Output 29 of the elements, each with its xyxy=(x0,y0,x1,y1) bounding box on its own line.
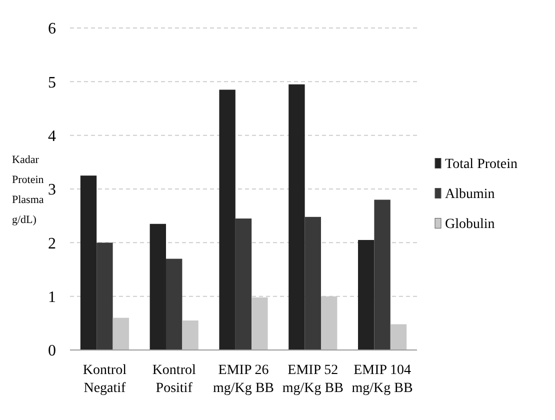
legend-label: Globulin xyxy=(445,217,495,232)
bar xyxy=(304,216,321,350)
legend-label: Albumin xyxy=(445,187,495,202)
y-tick-label: 1 xyxy=(48,288,56,306)
bar xyxy=(96,242,113,350)
y-axis-title: Kadar Protein Plasma g/dL) xyxy=(12,154,44,226)
bar xyxy=(150,224,166,350)
x-tick-label: EMIP 26 mg/Kg BB xyxy=(212,363,274,396)
x-tick-label: EMIP 52 mg/Kg BB xyxy=(282,363,344,396)
bar xyxy=(182,320,198,350)
bar xyxy=(390,324,407,350)
bar xyxy=(358,240,374,350)
y-tick-label: 5 xyxy=(48,74,56,92)
x-tick-label: Kontrol Positif xyxy=(152,363,196,396)
bar xyxy=(80,176,97,350)
x-tick-label: EMIP 104 mg/Kg BB xyxy=(352,363,413,396)
bar xyxy=(219,90,236,350)
y-tick-label: 6 xyxy=(48,20,56,38)
y-tick-label: 4 xyxy=(48,128,56,145)
bar xyxy=(235,218,252,350)
bar xyxy=(288,84,305,350)
y-tick-label: 2 xyxy=(48,235,56,252)
bar xyxy=(374,200,390,350)
bar xyxy=(166,258,182,350)
x-tick-label: Kontrol Negatif xyxy=(82,363,127,396)
y-tick-label: 0 xyxy=(48,342,56,360)
legend-label: Total Protein xyxy=(445,157,518,172)
y-tick-label: 3 xyxy=(48,182,56,199)
bar xyxy=(112,318,129,350)
